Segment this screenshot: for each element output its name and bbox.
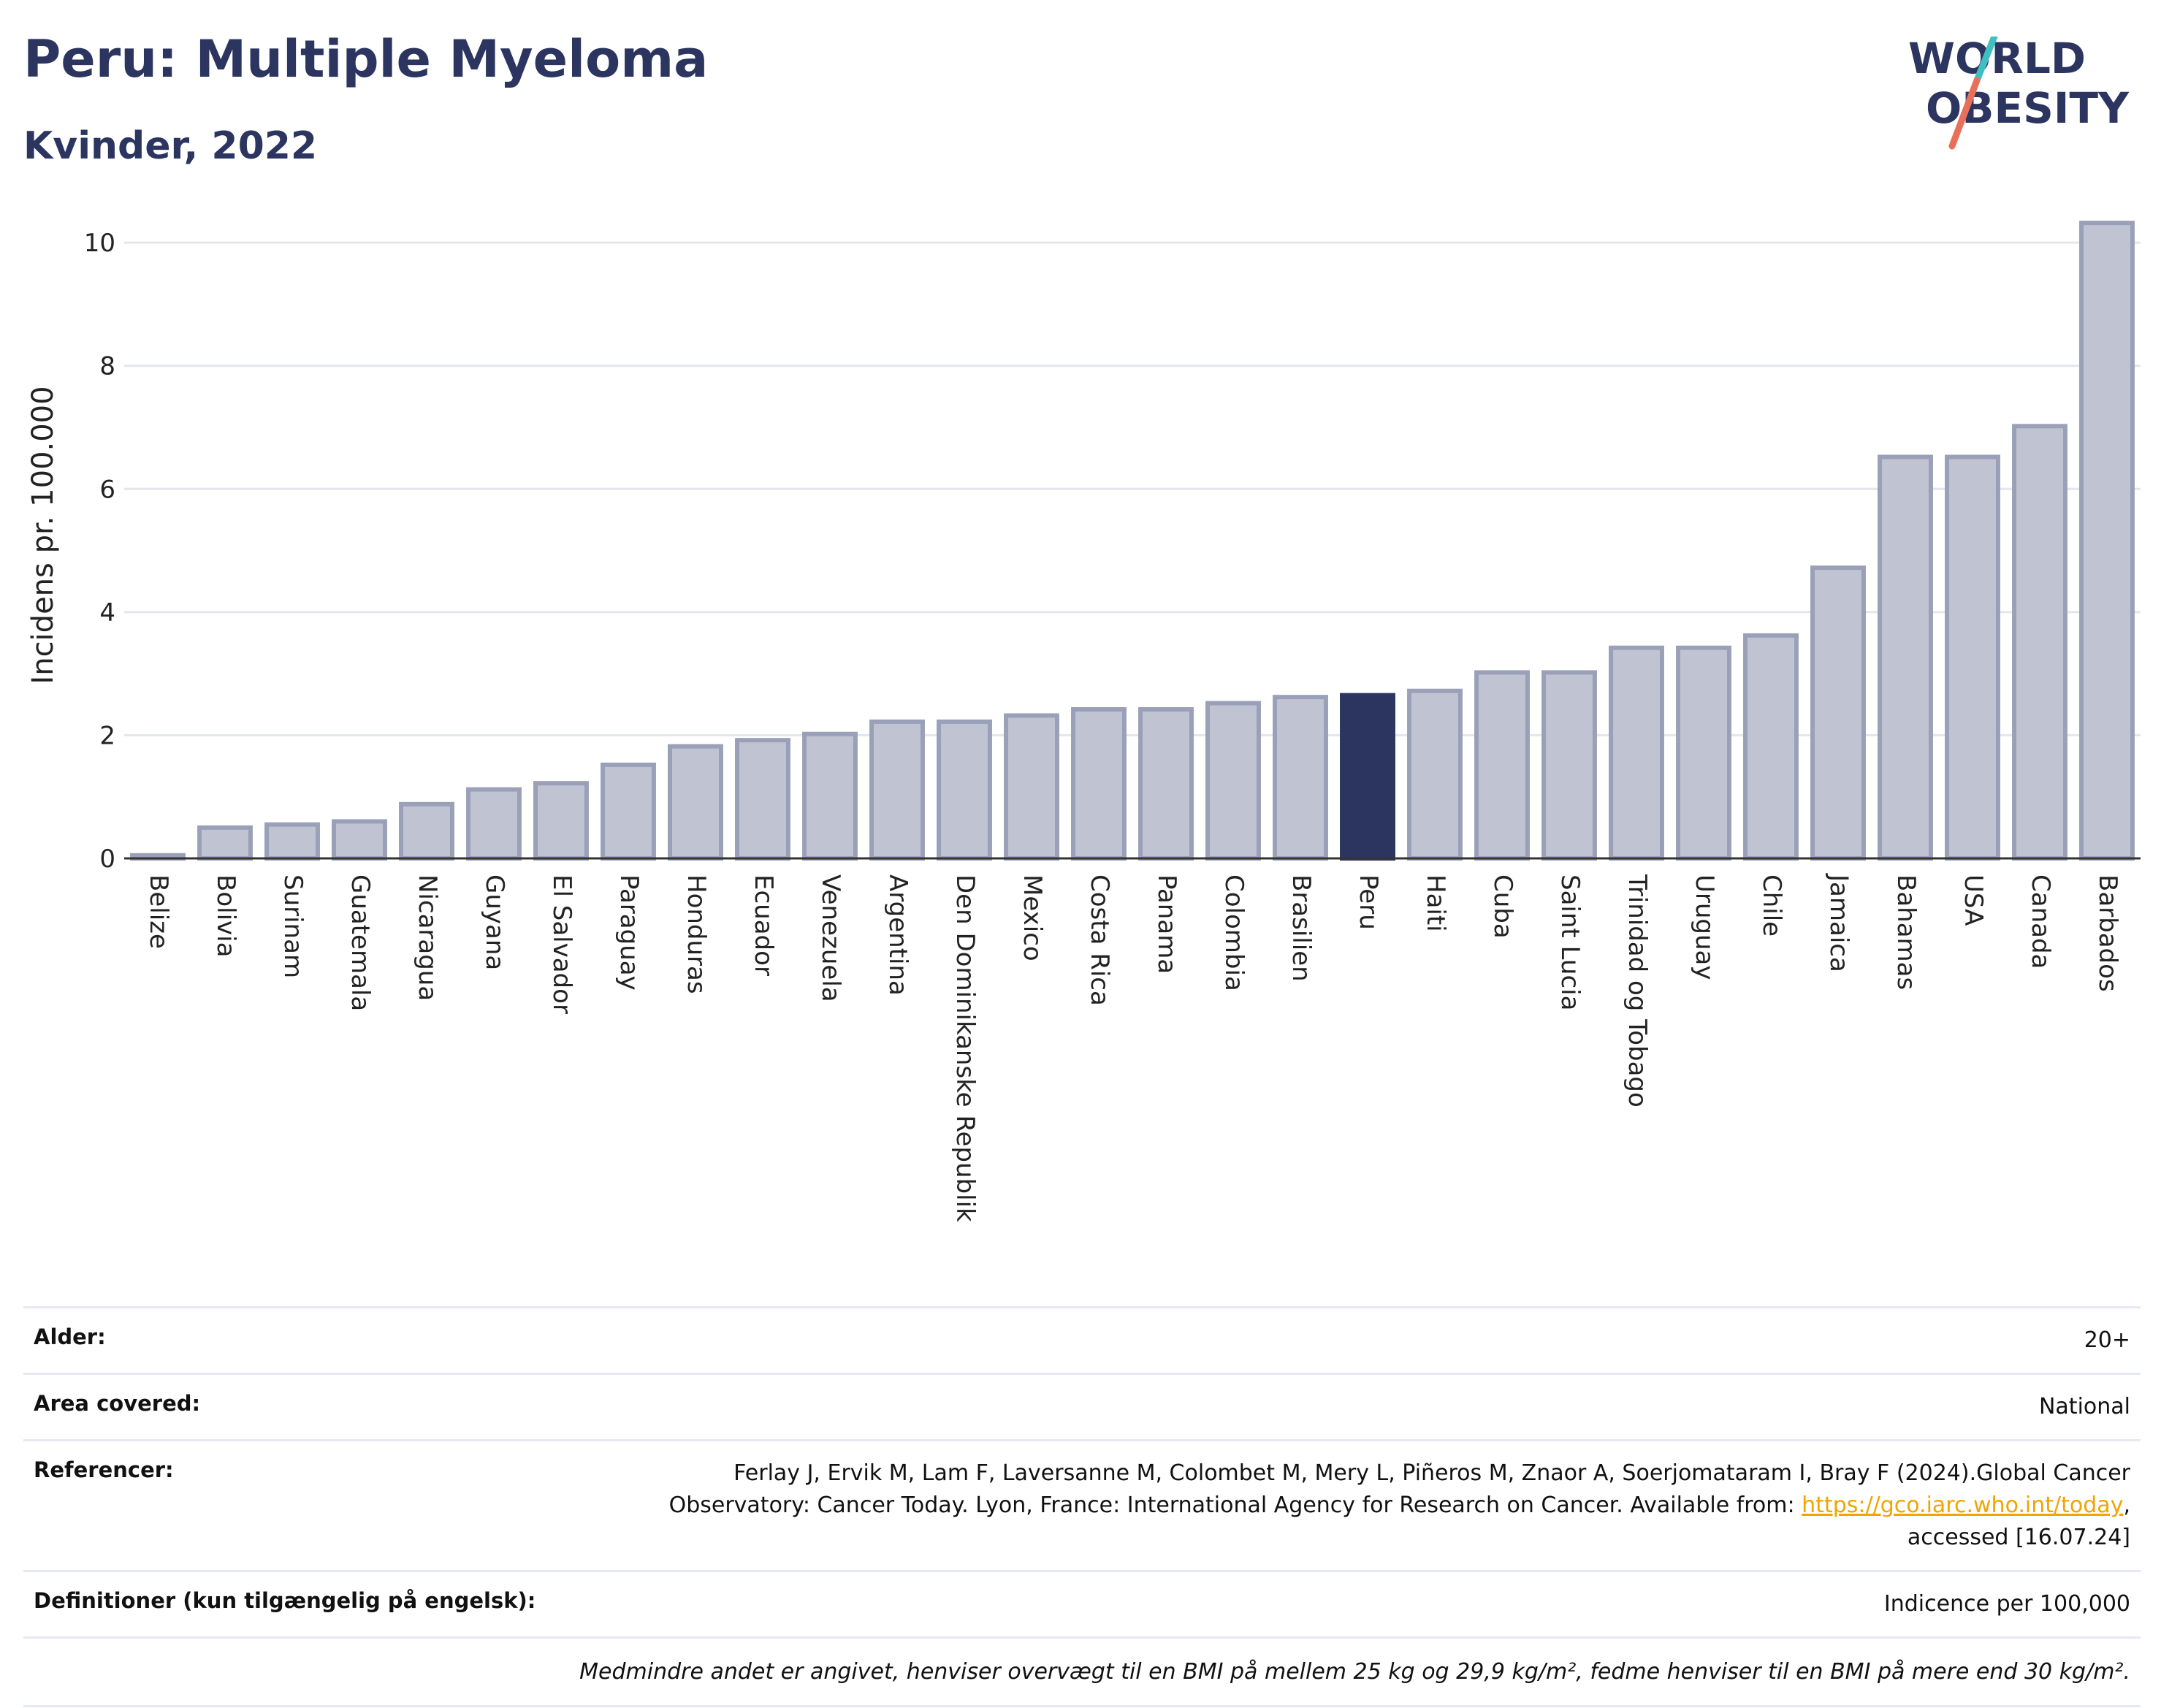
bar xyxy=(1474,670,1530,861)
y-tick-label: 6 xyxy=(99,475,115,504)
x-tick-label: USA xyxy=(1959,874,1988,926)
references-accessed: , accessed [16.07.24] xyxy=(1907,1492,2130,1550)
x-tick-label: Jamaica xyxy=(1824,873,1853,972)
logo-slash-teal xyxy=(1973,37,1998,84)
y-tick-label: 2 xyxy=(99,721,115,750)
info-row-references: Referencer: Ferlay J, Ervik M, Lam F, La… xyxy=(23,1439,2141,1570)
y-tick-label: 4 xyxy=(99,598,115,628)
x-tick-label: Peru xyxy=(1354,874,1383,930)
bar xyxy=(264,822,320,861)
x-tick-label: Surinam xyxy=(278,874,308,978)
x-tick-label: Den Dominikanske Republik xyxy=(950,874,980,1222)
references-text: Ferlay J, Ervik M, Lam F, Laversanne M, … xyxy=(668,1460,2130,1518)
x-tick-label: Mexico xyxy=(1018,874,1047,961)
x-tick-label: Belize xyxy=(144,874,173,949)
bar xyxy=(1945,454,2000,861)
age-value: 20+ xyxy=(2084,1327,2130,1353)
bar xyxy=(1878,454,1933,861)
bar xyxy=(533,781,589,861)
info-table: Alder: 20+ Area covered: National Refere… xyxy=(23,1306,2141,1707)
bar xyxy=(1004,713,1059,861)
bar xyxy=(601,762,656,861)
definitions-label: Definitioner (kun tilgængelig på engelsk… xyxy=(34,1588,536,1613)
age-label: Alder: xyxy=(34,1324,106,1349)
references-value: Ferlay J, Ervik M, Lam F, Laversanne M, … xyxy=(655,1457,2130,1554)
x-tick-label: Ecuador xyxy=(749,874,778,976)
x-tick-label: Costa Rica xyxy=(1085,874,1114,1006)
logo-line-1: WORLD xyxy=(1908,37,2086,83)
logo-slash-coral xyxy=(1948,77,1981,150)
x-tick-label: Argentina xyxy=(883,874,912,996)
footnote: Medmindre andet er angivet, henviser ove… xyxy=(23,1636,2141,1707)
x-tick-label: Venezuela xyxy=(816,874,845,1002)
bar xyxy=(1609,645,1664,861)
references-label: Referencer: xyxy=(34,1457,174,1482)
world-obesity-logo: WORLD OBESITY xyxy=(1908,37,2130,150)
info-row-age: Alder: 20+ xyxy=(23,1306,2141,1373)
bar xyxy=(332,819,387,861)
x-tick-label: Paraguay xyxy=(614,874,644,991)
bar xyxy=(1407,688,1463,861)
chart-subtitle: Kvinder, 2022 xyxy=(23,124,318,168)
bar xyxy=(2079,221,2135,861)
x-tick-label: Uruguay xyxy=(1690,874,1719,980)
x-tick-label: Honduras xyxy=(682,874,711,994)
bar xyxy=(1071,707,1127,861)
x-tick-label: Cuba xyxy=(1488,874,1517,939)
bar xyxy=(197,825,253,861)
x-tick-label: Chile xyxy=(1757,874,1786,937)
bar xyxy=(1676,645,1731,861)
references-link[interactable]: https://gco.iarc.who.int/today xyxy=(1802,1492,2124,1518)
x-tick-label: Guatemala xyxy=(346,874,375,1011)
bar xyxy=(1810,565,1866,861)
bar xyxy=(2012,424,2067,861)
bar xyxy=(1743,633,1799,861)
y-tick-label: 10 xyxy=(84,229,115,258)
x-tick-label: Bahamas xyxy=(1891,874,1921,990)
bar-chart: 0 2 4 6 8 10 Incidens pr. 100.000 Belize Bolivia… xyxy=(26,221,2141,1222)
bar xyxy=(1273,695,1328,861)
bar xyxy=(735,738,790,861)
x-tick-label: El Salvador xyxy=(547,874,576,1014)
x-tick-label: Brasilien xyxy=(1287,874,1316,982)
x-tick-label: Haiti xyxy=(1421,874,1450,932)
area-value: National xyxy=(2038,1394,2130,1419)
x-tick-label: Guyana xyxy=(480,874,509,970)
bar xyxy=(399,801,454,861)
x-tick-label: Bolivia xyxy=(211,874,240,957)
y-axis-label: Incidens pr. 100.000 xyxy=(26,386,60,684)
bar xyxy=(869,719,925,861)
bar xyxy=(466,787,522,861)
x-tick-label: Barbados xyxy=(2093,874,2122,992)
bar xyxy=(1138,707,1194,861)
bar xyxy=(802,731,858,861)
definitions-value: Indicence per 100,000 xyxy=(1883,1591,2130,1617)
info-row-area: Area covered: National xyxy=(23,1373,2141,1439)
bar xyxy=(1340,693,1395,861)
x-tick-label: Trinidad og Tobago xyxy=(1623,874,1652,1107)
bar xyxy=(1541,670,1597,861)
info-row-definitions: Definitioner (kun tilgængelig på engelsk… xyxy=(23,1570,2141,1636)
bar xyxy=(1205,701,1261,861)
y-tick-label: 0 xyxy=(99,845,115,874)
x-tick-label: Saint Lucia xyxy=(1555,874,1585,1010)
bar xyxy=(668,744,723,861)
x-tick-label: Panama xyxy=(1152,874,1181,974)
y-tick-label: 8 xyxy=(99,352,115,381)
x-tick-label: Canada xyxy=(2026,874,2055,969)
x-tick-label: Colombia xyxy=(1219,874,1249,991)
area-label: Area covered: xyxy=(34,1391,201,1416)
x-tick-label: Nicaragua xyxy=(413,874,442,1001)
bar xyxy=(937,719,992,861)
chart-title: Peru: Multiple Myeloma xyxy=(23,29,709,89)
